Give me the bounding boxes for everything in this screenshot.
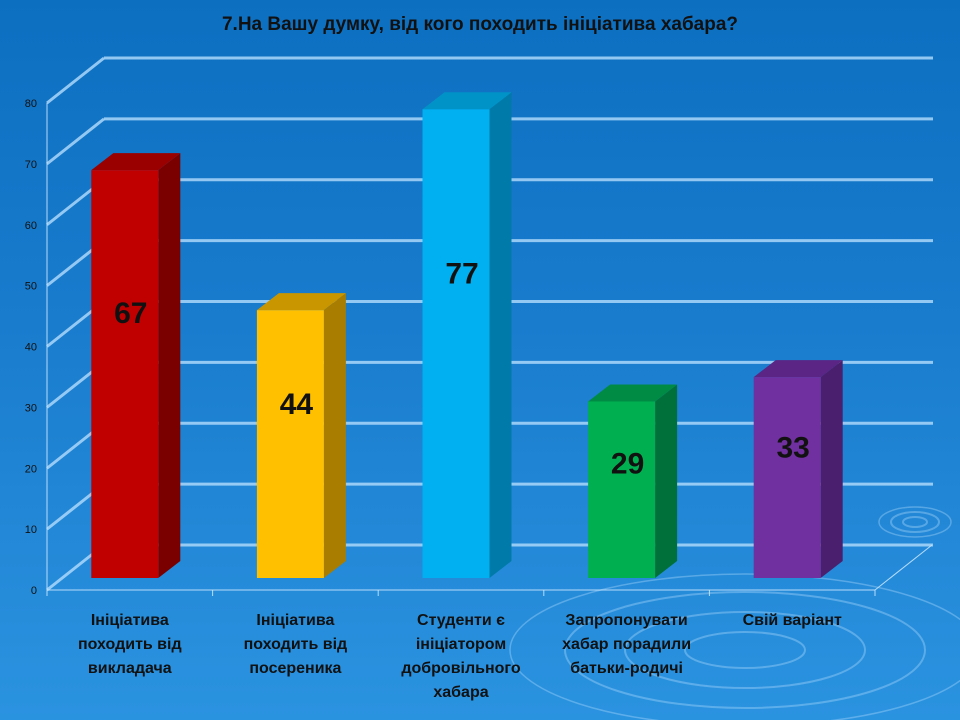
y-tick-label: 10 bbox=[25, 524, 37, 536]
data-label: 77 bbox=[445, 257, 478, 290]
category-label-line: Ініціатива bbox=[256, 612, 334, 629]
category-label-line: походить від bbox=[244, 636, 348, 653]
bar bbox=[256, 293, 346, 578]
data-label: 44 bbox=[280, 388, 314, 421]
category-label-line: викладача bbox=[88, 660, 172, 677]
bar-top bbox=[91, 153, 181, 171]
category-label-line: хабара bbox=[433, 684, 488, 701]
bar-side bbox=[820, 360, 843, 578]
category-label-line: батьки-родичі bbox=[570, 660, 683, 677]
chart-title: 7.На Вашу думку, від кого походить ініці… bbox=[221, 14, 739, 35]
bar bbox=[422, 92, 512, 578]
gridline-diagonal bbox=[46, 56, 105, 105]
category-label-line: добровільного bbox=[401, 660, 521, 677]
y-tick-label: 20 bbox=[25, 463, 37, 475]
data-label: 29 bbox=[611, 447, 644, 480]
category-label-line: посереника bbox=[249, 660, 341, 677]
bar-side bbox=[655, 384, 678, 578]
bar-front bbox=[753, 377, 821, 578]
data-label: 67 bbox=[114, 297, 147, 330]
y-tick-label: 80 bbox=[25, 98, 37, 110]
category-label-line: Ініціатива bbox=[91, 612, 169, 629]
bar bbox=[753, 360, 843, 578]
gridline-diagonal bbox=[46, 117, 105, 166]
category-label-line: Запропонувати bbox=[565, 612, 687, 629]
bar-front bbox=[91, 170, 159, 578]
category-label-line: хабар порадили bbox=[562, 636, 691, 653]
bar-top bbox=[256, 293, 346, 311]
y-tick-label: 60 bbox=[25, 220, 37, 232]
bar bbox=[91, 153, 181, 578]
y-tick-label: 30 bbox=[25, 402, 37, 414]
bar-front bbox=[588, 401, 656, 578]
category-label-line: Свій варіант bbox=[743, 612, 842, 629]
bar-front bbox=[256, 310, 324, 578]
category-label: Свій варіант bbox=[743, 612, 842, 629]
y-tick-label: 50 bbox=[25, 281, 37, 293]
bar-side bbox=[323, 293, 346, 578]
bar-top bbox=[422, 92, 512, 110]
category-label-line: походить від bbox=[78, 636, 182, 653]
bar-side bbox=[489, 92, 512, 578]
category-label-line: ініціатором bbox=[416, 636, 506, 653]
bar-top bbox=[588, 384, 678, 402]
ripple-decoration bbox=[509, 506, 960, 720]
floor-edge bbox=[874, 544, 933, 591]
data-label: 33 bbox=[777, 431, 810, 464]
bar bbox=[588, 384, 678, 578]
category-label: Ініціатива походить від посереника bbox=[244, 612, 348, 677]
bar-side bbox=[158, 153, 181, 578]
bar-front bbox=[422, 109, 490, 578]
y-tick-label: 40 bbox=[25, 342, 37, 354]
y-tick-label: 70 bbox=[25, 159, 37, 171]
y-tick-label: 0 bbox=[31, 585, 37, 597]
category-label: Студенти є ініціатором добровільного хабара bbox=[401, 612, 521, 701]
category-label: Ініціатива походить від викладача bbox=[78, 612, 182, 677]
category-label-line: Студенти є bbox=[417, 612, 505, 629]
category-label: Запропонувати хабар порадили батьки-родичі bbox=[562, 612, 691, 677]
bar-top bbox=[753, 360, 843, 378]
